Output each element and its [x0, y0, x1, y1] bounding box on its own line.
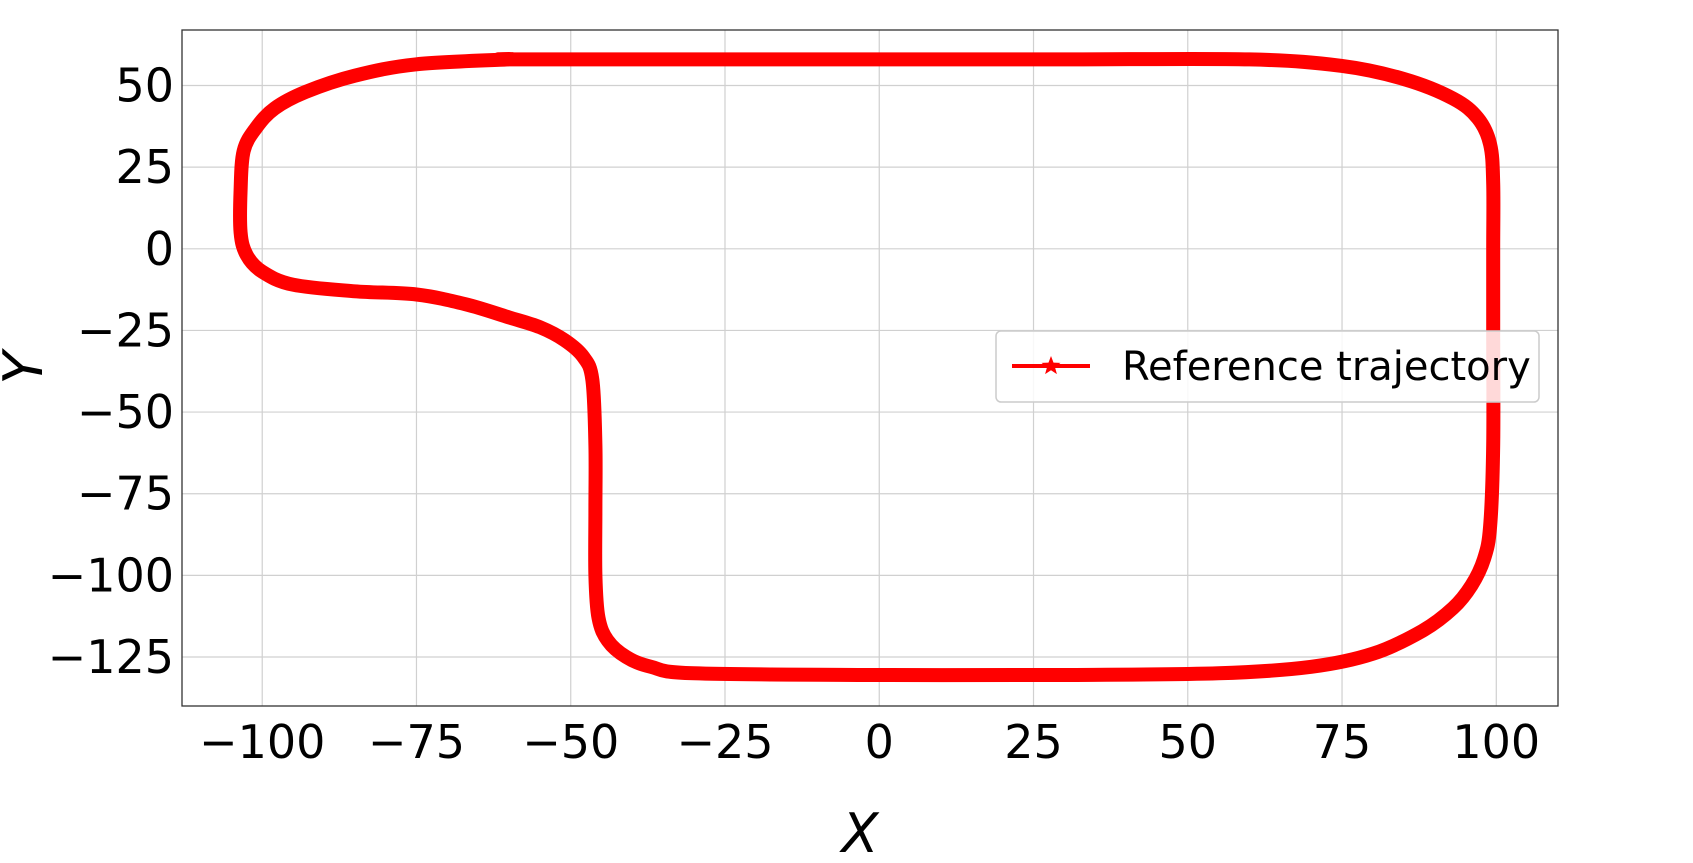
y-tick-label: −100	[48, 548, 174, 602]
x-axis-label: X	[839, 802, 880, 863]
x-tick-label: −25	[676, 715, 773, 769]
y-tick-label: −75	[77, 467, 174, 521]
series-line-reference-trajectory	[233, 51, 1501, 683]
x-tick-label: −50	[522, 715, 619, 769]
series-layer	[233, 51, 1501, 683]
legend-entry-reference-trajectory: Reference trajectory	[1122, 344, 1531, 390]
y-tick-label: −50	[77, 385, 174, 439]
y-tick-label: −25	[77, 303, 174, 357]
x-tick-label: −75	[368, 715, 465, 769]
legend: Reference trajectory	[995, 330, 1540, 403]
y-tick-label: 0	[145, 222, 174, 276]
x-tick-label: 75	[1313, 715, 1372, 769]
x-tick-label: −100	[199, 715, 325, 769]
x-tick-label: 0	[865, 715, 894, 769]
x-axis-ticks: −100 −75 −50 −25 0 25 50 75 100	[199, 715, 1540, 769]
x-tick-label: 50	[1159, 715, 1218, 769]
y-tick-label: −125	[48, 630, 174, 684]
y-axis-ticks: −125 −100 −75 −50 −25 0 25 50	[48, 59, 174, 684]
plot-frame	[181, 29, 1559, 707]
x-tick-label: 25	[1004, 715, 1063, 769]
legend-box	[995, 330, 1540, 403]
legend-star-marker	[1041, 356, 1061, 375]
y-tick-label: 50	[115, 59, 174, 113]
y-tick-label: 25	[115, 140, 174, 194]
y-axis-label: Y	[0, 348, 55, 385]
x-tick-label: 100	[1452, 715, 1540, 769]
